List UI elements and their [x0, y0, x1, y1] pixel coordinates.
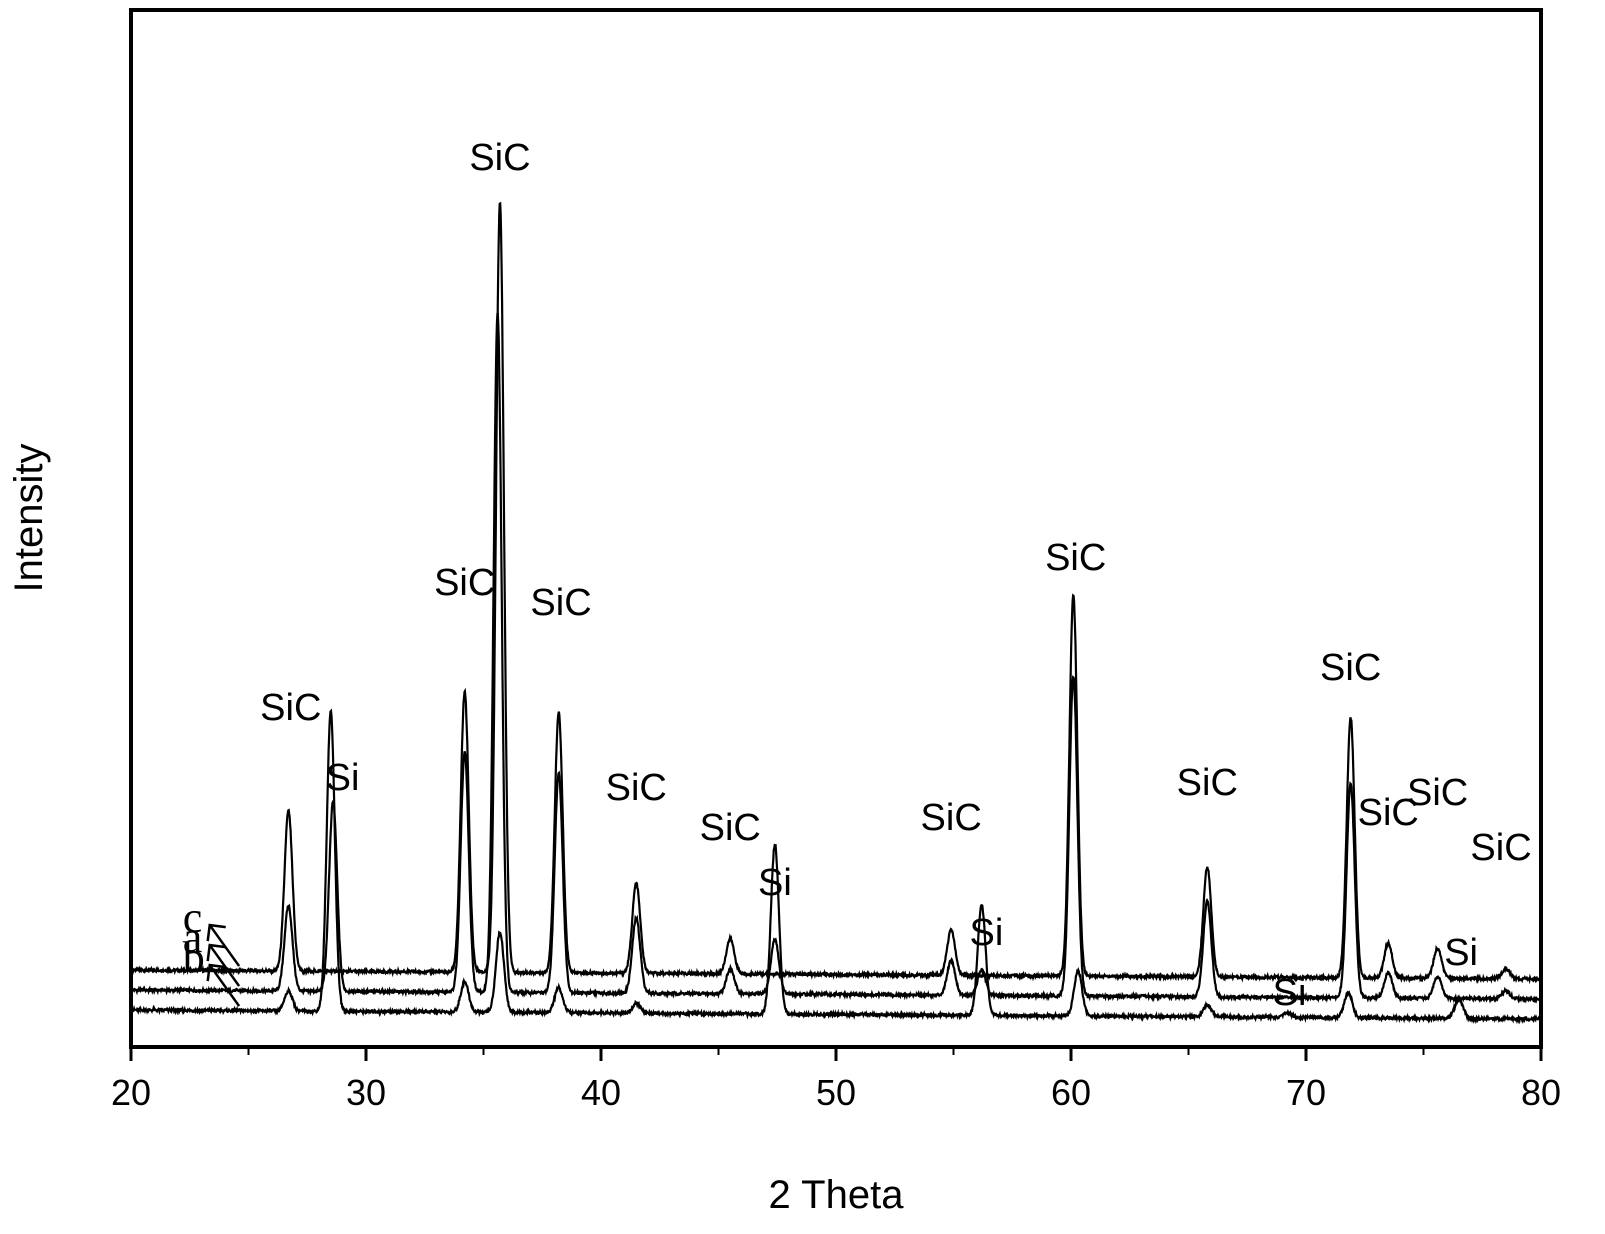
series-tag-b: b [183, 933, 205, 982]
series-arrow-c [208, 924, 241, 967]
peak-label: SiC [434, 562, 495, 604]
series-line-b [131, 708, 1542, 1025]
peak-label: SiC [530, 582, 591, 624]
series-tag-c: c [183, 893, 203, 942]
peak-label: SiC [1407, 772, 1468, 814]
series-arrow-head-c [206, 923, 226, 942]
peak-label: SiC [921, 797, 982, 839]
peak-label: SiC [700, 807, 761, 849]
peak-label: SiC [260, 687, 321, 729]
series-line-a [131, 312, 1542, 1004]
x-tick-label: 30 [346, 1072, 386, 1113]
peak-label: Si [970, 912, 1004, 954]
series-arrow-head-a [206, 943, 226, 962]
peak-label: SiC [1045, 537, 1106, 579]
x-tick-label: 20 [111, 1072, 151, 1113]
series-line-c [131, 201, 1542, 985]
series-arrow-head-b [206, 963, 226, 982]
x-tick-label: 50 [816, 1072, 856, 1113]
series-layer: cab [131, 201, 1542, 1025]
peak-label: Si [758, 862, 792, 904]
series-tag-a: a [183, 913, 203, 962]
x-tick-label: 40 [581, 1072, 621, 1113]
peak-label: SiC [606, 767, 667, 809]
peak-label: SiC [1177, 762, 1238, 804]
x-tick-label: 80 [1521, 1072, 1561, 1113]
x-axis: 20 30 40 50 60 70 80 [111, 1047, 1561, 1113]
peak-label: Si [1444, 932, 1478, 974]
peak-label: SiC [1358, 792, 1419, 834]
peak-label: Si [1273, 972, 1307, 1014]
series-arrow-b [208, 964, 241, 1007]
peak-label: SiC [1470, 827, 1531, 869]
peak-label: SiC [469, 137, 530, 179]
x-tick-label: 60 [1051, 1072, 1091, 1113]
y-axis-title: Intensity [7, 444, 51, 593]
series-arrow-a [208, 944, 241, 987]
peak-label: SiC [1320, 647, 1381, 689]
x-axis-title: 2 Theta [769, 1173, 905, 1217]
x-tick-label: 70 [1286, 1072, 1326, 1113]
plot-frame [129, 8, 1543, 1049]
peak-label: Si [326, 757, 360, 799]
